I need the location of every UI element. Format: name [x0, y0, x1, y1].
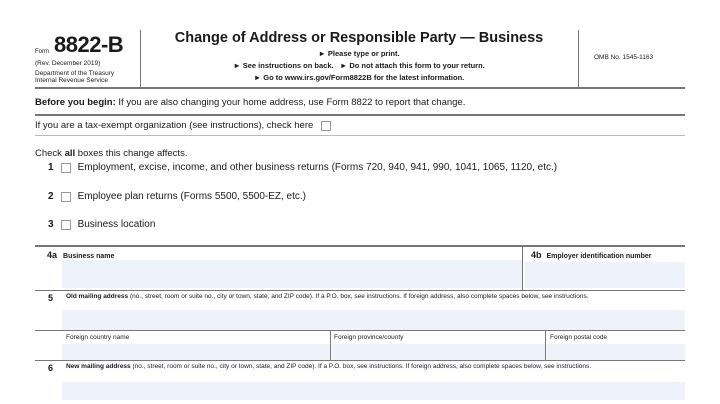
foreign-postal-input[interactable]	[547, 344, 685, 360]
field-number: 4b	[531, 250, 542, 260]
field-4b-label: 4b Employer identification number	[531, 250, 652, 260]
title-block: Change of Address or Responsible Party —…	[140, 30, 578, 82]
checkbox-item-1: 1 Employment, excise, income, and other …	[48, 162, 557, 173]
divider	[35, 135, 685, 136]
divider	[35, 290, 685, 291]
divider	[522, 246, 523, 290]
revision: (Rev. December 2019)	[35, 60, 101, 67]
divider	[140, 30, 141, 87]
tax-exempt-label: If you are a tax-exempt organization (se…	[35, 120, 314, 131]
foreign-country-input[interactable]	[62, 344, 330, 360]
field-6-number: 6	[48, 363, 54, 373]
check-prefix: Check	[35, 148, 65, 159]
before-text: If you are also changing your home addre…	[115, 97, 466, 108]
foreign-province-label: Foreign province/county	[334, 334, 404, 341]
field-label: Business name	[63, 253, 115, 260]
field-label: Employer identification number	[546, 253, 652, 260]
checkbox-item-2: 2 Employee plan returns (Forms 5500, 550…	[48, 191, 306, 202]
instruction-2: ► See instructions on back. ► Do not att…	[233, 61, 485, 70]
tax-exempt-row: If you are a tax-exempt organization (se…	[35, 120, 332, 131]
check-all-instruction: Check all boxes this change affects.	[35, 148, 187, 159]
item-number: 1	[48, 162, 54, 173]
item-number: 2	[48, 191, 54, 202]
form-number: 8822-B	[54, 32, 124, 57]
field-6-label: New mailing address (no., street, room o…	[66, 363, 666, 371]
divider	[35, 330, 685, 331]
field-5-number: 5	[48, 293, 54, 303]
item-label: Business location	[77, 219, 156, 230]
checkbox-item-3: 3 Business location	[48, 219, 155, 230]
field-5-label: Old mailing address (no., street, room o…	[66, 293, 666, 301]
instruction-1: ► Please type or print.	[318, 49, 400, 58]
field-4a-label: 4a Business name	[47, 250, 114, 260]
department: Department of the Treasury	[35, 70, 115, 77]
item-1-checkbox[interactable]	[60, 162, 71, 173]
foreign-postal-label: Foreign postal code	[550, 334, 608, 341]
omb-number: OMB No. 1545-1163	[594, 54, 654, 61]
old-address-input[interactable]	[62, 310, 685, 330]
form-id-block: Form 8822-B (Rev. December 2019) Departm…	[35, 32, 140, 84]
check-suffix: boxes this change affects.	[75, 148, 188, 159]
divider	[35, 360, 685, 361]
new-address-input[interactable]	[62, 382, 685, 400]
field-desc: (no., street, room or suite no., city or…	[128, 293, 589, 300]
business-name-input[interactable]	[62, 260, 522, 288]
item-3-checkbox[interactable]	[60, 219, 71, 230]
item-label: Employment, excise, income, and other bu…	[77, 162, 558, 173]
field-desc: (no., street, room or suite no., city or…	[130, 363, 592, 370]
form-title: Change of Address or Responsible Party —…	[174, 30, 544, 46]
foreign-country-label: Foreign country name	[66, 334, 130, 341]
divider	[545, 331, 546, 360]
service: Internal Revenue Service	[35, 77, 108, 84]
divider	[330, 331, 331, 360]
item-2-checkbox[interactable]	[60, 191, 71, 202]
field-label: New mailing address	[66, 363, 131, 370]
check-bold: all	[64, 148, 76, 159]
divider	[35, 114, 685, 116]
tax-exempt-checkbox[interactable]	[321, 120, 332, 131]
item-number: 3	[48, 219, 54, 230]
field-label: Old mailing address	[66, 293, 129, 300]
form-label: Form	[35, 49, 49, 55]
divider	[578, 30, 579, 87]
divider	[35, 87, 685, 89]
before-label: Before you begin:	[35, 97, 116, 108]
item-label: Employee plan returns (Forms 5500, 5500-…	[77, 191, 306, 202]
divider	[35, 245, 685, 247]
foreign-province-input[interactable]	[332, 344, 545, 360]
ein-input[interactable]	[525, 262, 685, 288]
instruction-3: ► Go to www.irs.gov/Form8822B for the la…	[253, 73, 465, 82]
field-number: 4a	[47, 250, 58, 260]
before-you-begin: Before you begin: If you are also changi…	[35, 97, 465, 108]
